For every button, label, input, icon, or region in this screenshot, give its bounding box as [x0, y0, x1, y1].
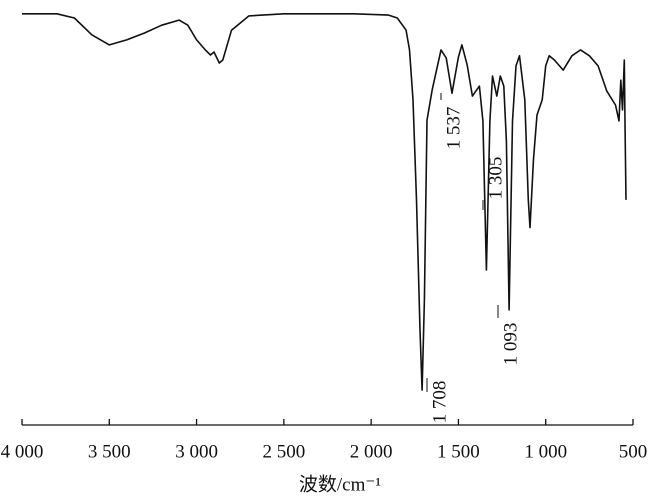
x-tick-label: 4 000 [1, 441, 44, 462]
peak-annotation: 1 708 [429, 381, 450, 424]
x-tick-label: 2 500 [262, 441, 305, 462]
peak-annotation: 1 093 [500, 323, 521, 366]
x-tick-label: 3 500 [88, 441, 131, 462]
x-tick-label: 1 000 [524, 441, 567, 462]
x-tick-label: 1 500 [437, 441, 480, 462]
spectrum-line [22, 13, 627, 391]
peak-annotation: 1 305 [485, 157, 506, 200]
peak-annotation: 1 537 [443, 107, 464, 150]
x-axis-label: 波数/cm⁻¹ [299, 473, 382, 495]
x-tick-label: 2 000 [350, 441, 393, 462]
x-tick-label: 3 000 [175, 441, 218, 462]
x-tick-label: 500 [619, 441, 648, 462]
